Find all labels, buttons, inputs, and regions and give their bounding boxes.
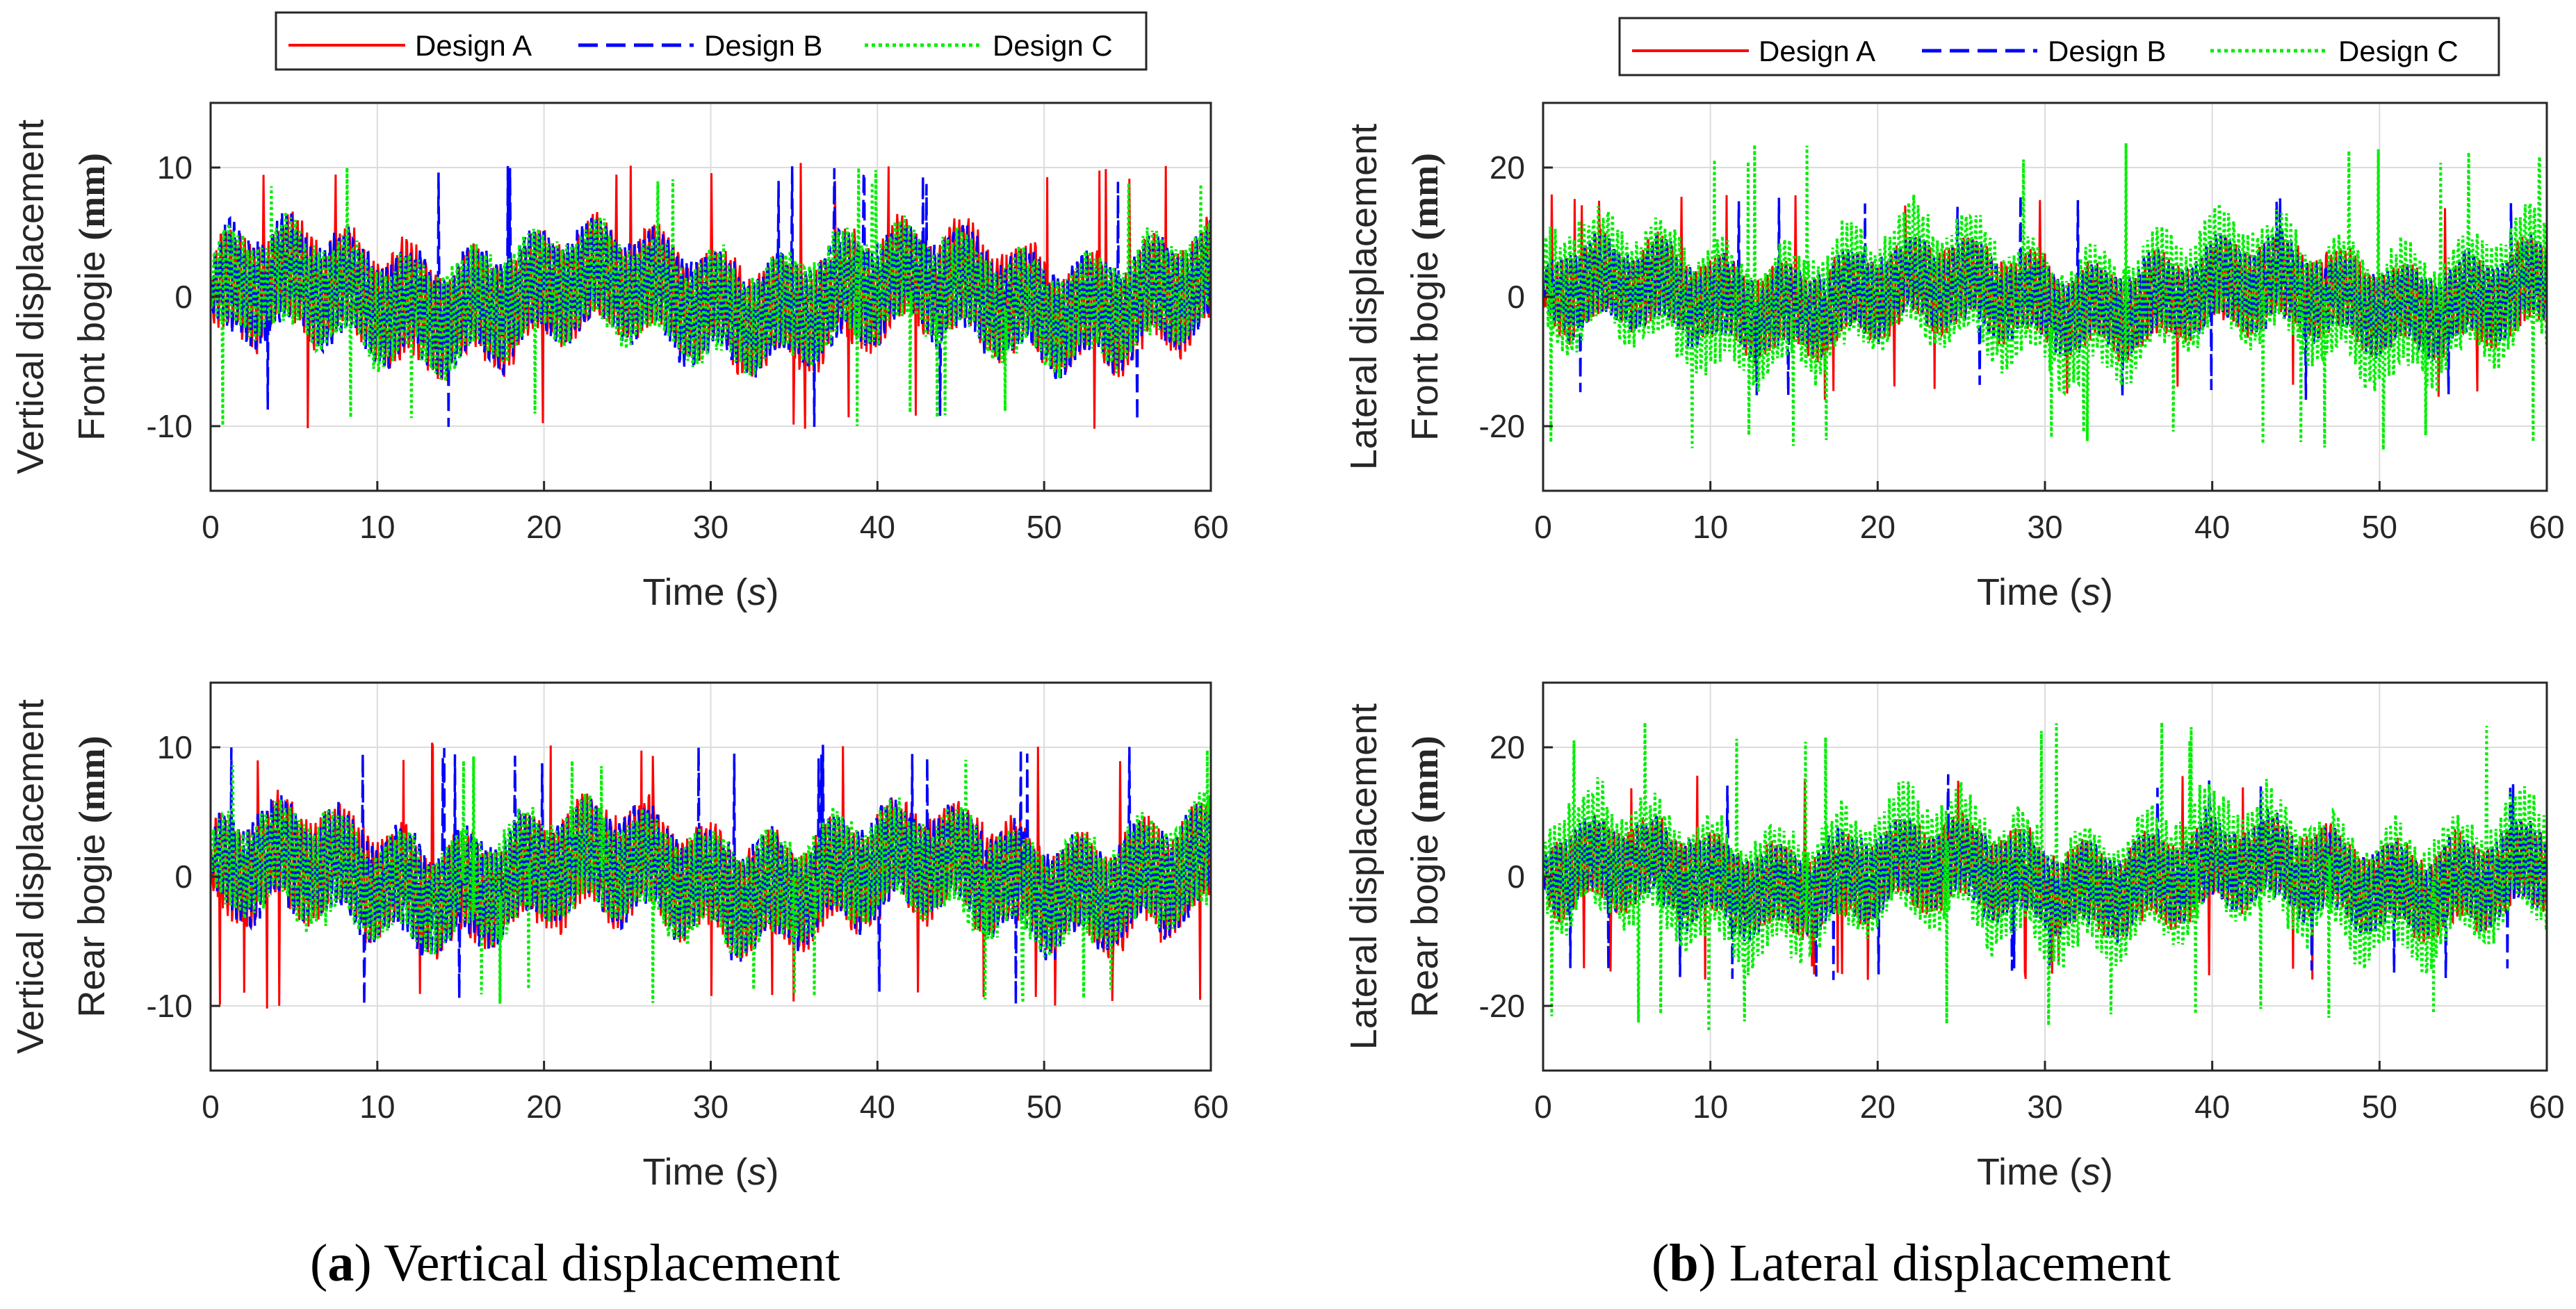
x-axis-label: Time (s) <box>1977 1151 2113 1193</box>
x-tick-label: 40 <box>2194 1089 2230 1125</box>
y-tick-label: -20 <box>1479 408 1525 444</box>
x-tick-label: 50 <box>2362 509 2397 545</box>
x-tick-label: 60 <box>2529 509 2564 545</box>
x-tick-label: 60 <box>2529 1089 2564 1125</box>
y-tick-label: -20 <box>1479 988 1525 1024</box>
y-axis-label-line2: Front bogie (mm) <box>71 153 113 441</box>
x-axis-label: Time (s) <box>1977 571 2113 613</box>
y-axis-label-line1: Lateral displacement <box>1343 704 1385 1050</box>
chart-lateral-rear-bogie: 0 10 20 30 40 50 60 -20 0 20 Time (s) Lateral displ… <box>1343 681 2565 1193</box>
x-tick-label: 10 <box>359 1089 395 1125</box>
y-tick-label: 10 <box>157 729 193 765</box>
series-line-design-c <box>211 750 1211 1004</box>
x-tick-label: 30 <box>2027 1089 2062 1125</box>
x-tick-label: 30 <box>693 509 728 545</box>
x-tick-label: 0 <box>1534 509 1552 545</box>
legend-b-label-design-c: Design C <box>2338 35 2459 67</box>
series-line-design-b <box>211 745 1211 1005</box>
x-tick-label: 50 <box>2362 1089 2397 1125</box>
y-axis-label-line1: Vertical displacement <box>10 699 51 1054</box>
x-tick-label: 30 <box>2027 509 2062 545</box>
y-axis-label-line1: Vertical displacement <box>10 120 51 474</box>
x-tick-label: 10 <box>359 509 395 545</box>
x-tick-label: 20 <box>1860 1089 1896 1125</box>
legend-a: Design A Design B Design C <box>275 11 1148 71</box>
y-tick-label: -10 <box>147 408 193 444</box>
x-tick-label: 20 <box>526 1089 562 1125</box>
chart-vertical-front-bogie: 0 10 20 30 40 50 60 -10 0 10 Time (s) Vertical disp… <box>10 101 1229 613</box>
x-tick-label: 40 <box>2194 509 2230 545</box>
y-tick-label: 0 <box>174 279 193 315</box>
x-tick-label: 0 <box>202 1089 220 1125</box>
x-tick-label: 30 <box>693 1089 728 1125</box>
x-tick-label: 20 <box>526 509 562 545</box>
x-tick-label: 40 <box>860 1089 895 1125</box>
y-tick-label: 0 <box>174 859 193 895</box>
x-tick-label: 0 <box>1534 1089 1552 1125</box>
legend-b-label-design-a: Design A <box>1759 35 1875 67</box>
chart-vertical-rear-bogie: 0 10 20 30 40 50 60 -10 0 10 Time (s) Vertical disp… <box>10 681 1229 1193</box>
x-axis-label: Time (s) <box>643 571 779 613</box>
caption-a-text: ) Vertical displacement <box>354 1234 840 1292</box>
legend-a-label-design-b: Design B <box>704 29 822 62</box>
y-axis-label-line2: Rear bogie (mm) <box>71 735 113 1017</box>
x-tick-label: 60 <box>1193 1089 1228 1125</box>
y-tick-label: -10 <box>147 988 193 1024</box>
legend-a-label-design-a: Design A <box>415 29 532 62</box>
legend-b-label-design-b: Design B <box>2048 35 2166 67</box>
x-axis-label: Time (s) <box>643 1151 779 1193</box>
y-tick-label: 0 <box>1507 279 1525 315</box>
caption-a: (a) Vertical displacement <box>310 1234 840 1292</box>
y-tick-label: 0 <box>1507 859 1525 895</box>
x-tick-label: 40 <box>860 509 895 545</box>
x-tick-label: 60 <box>1193 509 1228 545</box>
y-tick-label: 20 <box>1490 729 1525 765</box>
y-axis-label-line2: Front bogie (mm) <box>1404 153 1446 441</box>
legend-b: Design A Design B Design C <box>1618 17 2500 76</box>
y-axis-label-line2: Rear bogie (mm) <box>1404 735 1446 1017</box>
x-tick-label: 0 <box>202 509 220 545</box>
legend-a-label-design-c: Design C <box>993 29 1113 62</box>
chart-lateral-front-bogie: 0 10 20 30 40 50 60 -20 0 20 Time (s) Lateral displ… <box>1343 101 2565 613</box>
caption-b: (b) Lateral displacement <box>1652 1234 2171 1292</box>
y-tick-label: 10 <box>157 149 193 186</box>
x-tick-label: 20 <box>1860 509 1896 545</box>
series-line-design-a <box>1543 194 2547 400</box>
series-line-design-c <box>1543 143 2547 450</box>
x-tick-label: 10 <box>1693 509 1728 545</box>
x-tick-label: 10 <box>1693 1089 1728 1125</box>
caption-b-letter: b <box>1669 1234 1698 1292</box>
caption-a-letter: a <box>327 1234 354 1292</box>
y-tick-label: 20 <box>1490 149 1525 186</box>
caption-b-text: ) Lateral displacement <box>1699 1234 2171 1292</box>
x-tick-label: 50 <box>1027 509 1062 545</box>
y-axis-label-line1: Lateral displacement <box>1343 124 1385 470</box>
x-tick-label: 50 <box>1027 1089 1062 1125</box>
series-line-design-c <box>1543 722 2547 1032</box>
